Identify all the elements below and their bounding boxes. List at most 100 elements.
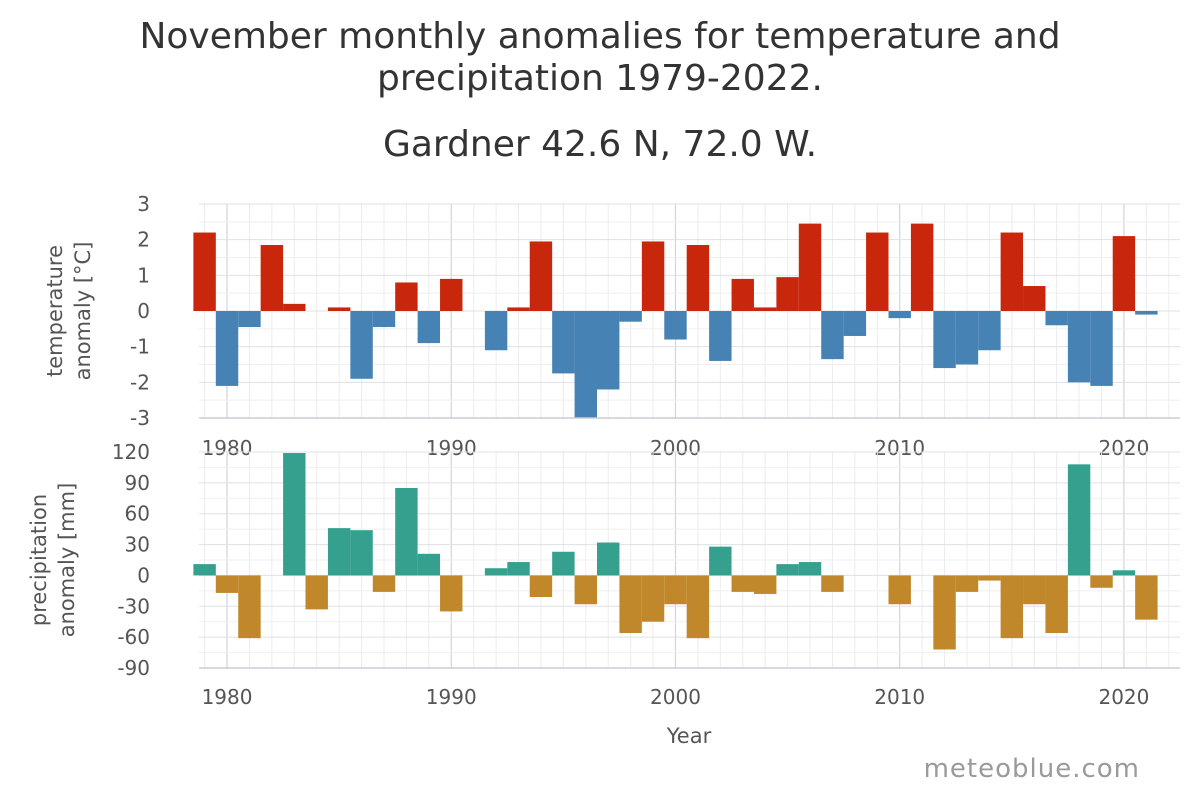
bar-2017 <box>1045 575 1068 634</box>
bar-1997 <box>597 311 620 390</box>
bar-2013 <box>955 575 979 592</box>
y-tick-label: -2 <box>130 370 150 394</box>
bar-2010 <box>888 311 911 319</box>
bar-1988 <box>395 282 418 311</box>
y-axis-label: anomaly [mm] <box>55 483 79 638</box>
bar-1987 <box>372 311 396 328</box>
bar-1983 <box>283 453 306 576</box>
x-tick-label: 1980 <box>202 685 253 709</box>
bar-2012 <box>933 311 956 369</box>
bar-1985 <box>327 528 351 576</box>
bar-2014 <box>978 575 1001 581</box>
bar-1979 <box>193 564 216 576</box>
bar-2018 <box>1067 464 1091 576</box>
y-axis-label: precipitation <box>27 494 51 626</box>
bar-1995 <box>552 551 575 576</box>
x-tick-label: 1990 <box>426 685 477 709</box>
bar-2016 <box>1023 575 1046 605</box>
bar-2003 <box>731 575 754 592</box>
x-tick-label: 2020 <box>1098 685 1149 709</box>
bar-2002 <box>709 546 732 576</box>
bar-2012 <box>933 575 956 650</box>
y-tick-label: 0 <box>137 299 150 323</box>
bar-2019 <box>1090 575 1113 588</box>
bar-1995 <box>552 311 575 374</box>
bar-1997 <box>597 542 620 576</box>
bar-1999 <box>641 241 665 311</box>
bar-2011 <box>910 223 934 311</box>
bar-1996 <box>574 311 598 418</box>
y-tick-label: 60 <box>125 502 150 526</box>
bar-2006 <box>798 562 822 576</box>
y-tick-label: 1 <box>137 263 150 287</box>
bar-1999 <box>641 575 665 622</box>
x-tick-label: 2010 <box>874 685 925 709</box>
bar-2005 <box>776 277 799 311</box>
bar-2021 <box>1135 575 1158 620</box>
bar-1990 <box>440 278 463 311</box>
bar-1985 <box>327 307 351 311</box>
bar-2020 <box>1112 236 1136 311</box>
bar-2005 <box>776 564 799 576</box>
bar-1993 <box>507 562 530 576</box>
panel-precipitation: 120 90 60 30 0 -30 -60 -90 1980 1990 2000 2010 2020 p… <box>27 440 1180 748</box>
y-tick-label: -90 <box>117 656 150 680</box>
watermark-text: meteoblue.com <box>923 754 1140 784</box>
bar-2000 <box>664 575 687 605</box>
bar-1992 <box>484 311 508 351</box>
bar-2010 <box>888 575 911 605</box>
bar-1986 <box>350 530 373 576</box>
bar-2015 <box>1000 232 1024 311</box>
y-axis-label: temperature <box>43 245 67 377</box>
bar-1987 <box>372 575 396 592</box>
bar-2006 <box>798 223 822 311</box>
y-tick-label: -60 <box>117 625 150 649</box>
bar-2020 <box>1112 570 1136 576</box>
bar-1990 <box>440 575 463 612</box>
chart-subtitle: Gardner 42.6 N, 72.0 W. <box>382 124 818 165</box>
y-tick-label: -3 <box>130 406 150 430</box>
bar-1994 <box>529 575 553 598</box>
bar-1988 <box>395 488 418 576</box>
x-tick-label: 2000 <box>650 685 701 709</box>
bar-1980 <box>215 311 239 386</box>
y-tick-label: 90 <box>125 471 150 495</box>
bar-2001 <box>686 245 710 311</box>
y-axis-label: anomaly [°C] <box>71 242 95 381</box>
bar-2000 <box>664 311 687 340</box>
bar-2004 <box>753 307 777 311</box>
bar-2014 <box>978 311 1001 351</box>
bar-2021 <box>1135 311 1158 315</box>
bar-2016 <box>1023 286 1046 311</box>
bar-2004 <box>753 575 777 594</box>
bar-1998 <box>619 575 642 634</box>
y-tick-label: -1 <box>130 335 150 359</box>
bar-1989 <box>417 311 441 344</box>
y-tick-label: -30 <box>117 594 150 618</box>
bar-1982 <box>260 245 284 311</box>
bar-1986 <box>350 311 373 379</box>
bar-2009 <box>866 232 889 311</box>
y-tick-label: 2 <box>137 228 150 252</box>
bar-1998 <box>619 311 642 322</box>
bar-1981 <box>238 575 261 639</box>
bar-1993 <box>507 307 530 311</box>
bar-1994 <box>529 241 553 311</box>
chart-title-line-2: precipitation 1979-2022. <box>377 58 823 99</box>
bar-1989 <box>417 553 441 576</box>
bar-2015 <box>1000 575 1024 639</box>
bar-1996 <box>574 575 598 605</box>
bar-2017 <box>1045 311 1068 326</box>
x-axis-label: Year <box>666 724 712 748</box>
bar-2019 <box>1090 311 1113 386</box>
chart-title-line-1: November monthly anomalies for temperatu… <box>139 16 1061 57</box>
y-tick-label: 3 <box>137 192 150 216</box>
bar-1981 <box>238 311 261 328</box>
bar-2003 <box>731 278 754 311</box>
bar-1984 <box>305 575 328 610</box>
bar-2001 <box>686 575 710 639</box>
bar-2018 <box>1067 311 1091 383</box>
y-tick-label: 120 <box>112 440 150 464</box>
